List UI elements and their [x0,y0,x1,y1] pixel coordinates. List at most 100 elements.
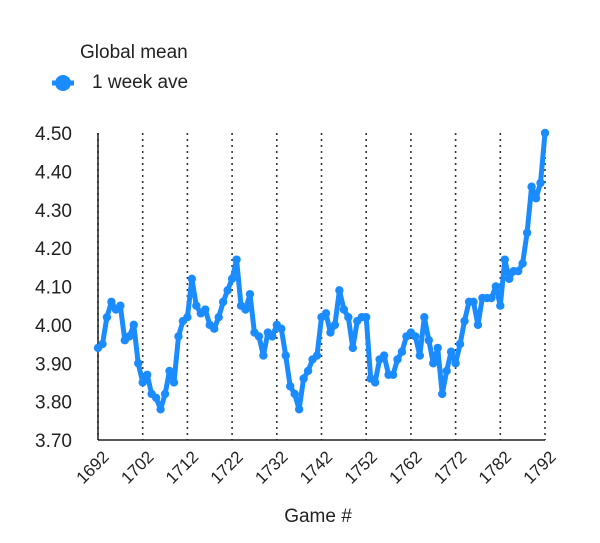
data-point [277,324,286,333]
data-point [290,389,299,399]
x-tick-label: 1742 [296,447,336,487]
data-point [160,389,170,399]
data-point [321,309,331,318]
x-tick-label: 1702 [117,447,157,487]
y-tick-label: 4.00 [35,316,72,337]
data-point [455,339,465,349]
data-point [522,228,532,237]
data-point [348,343,357,353]
data-point [393,355,402,364]
data-point [151,393,161,402]
data-point [259,351,268,360]
y-tick-label: 4.30 [35,201,72,222]
data-point [125,332,134,341]
data-point [281,351,290,360]
x-tick-label: 1772 [430,447,470,487]
x-tick-label: 1762 [386,447,426,487]
data-point [138,378,147,387]
x-axis-label: Game # [284,506,352,527]
data-point [442,366,451,376]
data-point [531,194,541,203]
x-tick-label: 1732 [251,447,291,487]
data-point [339,305,349,314]
data-point [379,351,389,360]
data-point [156,405,165,414]
legend-item: 1 week ave [49,72,189,94]
data-point [473,320,483,330]
axes [97,133,545,441]
data-point [174,332,183,341]
data-point [344,313,353,322]
data-point [370,378,380,387]
data-point [505,274,514,284]
data-point [362,313,371,322]
data-point [268,332,277,341]
data-point [536,178,545,188]
data-point [187,274,197,284]
data-point [98,339,107,349]
data-point [513,266,523,276]
data-point [245,289,255,299]
data-point [437,389,447,399]
legend-series-label: 1 week ave [92,72,189,93]
data-point [312,351,322,360]
data-point [134,359,143,368]
data-point [429,359,438,368]
data-point [214,313,223,322]
data-point [433,343,442,353]
y-tick-labels: 3.70 3.80 3.90 4.00 4.10 4.20 4.30 4.40 4.50 [35,124,72,452]
data-point [500,255,509,264]
data-point [201,305,210,314]
y-tick-label: 4.20 [35,239,72,260]
x-tick-label: 1692 [73,447,113,487]
data-point [446,347,456,356]
data-point [165,366,174,376]
x-tick-label: 1712 [162,447,202,487]
y-tick-label: 3.80 [35,393,72,414]
data-point [210,324,219,333]
series-1-week-ave [93,128,550,414]
data-point [286,382,295,391]
data-point [540,128,550,138]
data-point [107,297,116,307]
data-point [397,347,407,356]
data-point [294,405,304,414]
x-tick-label: 1792 [520,447,560,487]
data-point [415,351,425,360]
data-point [102,313,112,322]
data-point [388,370,398,379]
data-point [527,182,536,191]
x-tick-label: 1752 [341,447,381,487]
legend-marker [49,72,77,94]
y-tick-label: 4.50 [35,124,72,145]
data-point [232,255,241,264]
data-point [420,313,429,322]
y-tick-label: 3.90 [35,354,72,375]
data-point [469,297,478,307]
data-point [491,282,501,291]
data-point [241,305,250,314]
data-point [192,301,201,310]
x-tick-label: 1782 [475,447,515,487]
data-point [303,366,313,376]
data-point [169,378,179,387]
y-tick-label: 3.70 [35,431,72,452]
data-point [299,374,308,383]
data-point [330,320,340,330]
data-point [496,301,505,310]
data-point [218,297,228,307]
data-point [116,301,125,310]
data-point [254,332,264,341]
data-point [451,359,460,368]
x-tick-labels: 1692 1702 1712 1722 1732 1742 1752 1762 1772 1782… [73,447,560,487]
data-point [223,286,232,295]
data-point [129,320,138,330]
data-point [335,286,344,295]
data-point [411,332,420,341]
data-point [424,336,433,345]
data-point [487,293,496,303]
data-point [142,370,152,379]
x-tick-label: 1722 [207,447,247,487]
legend-title: Global mean [80,42,188,63]
